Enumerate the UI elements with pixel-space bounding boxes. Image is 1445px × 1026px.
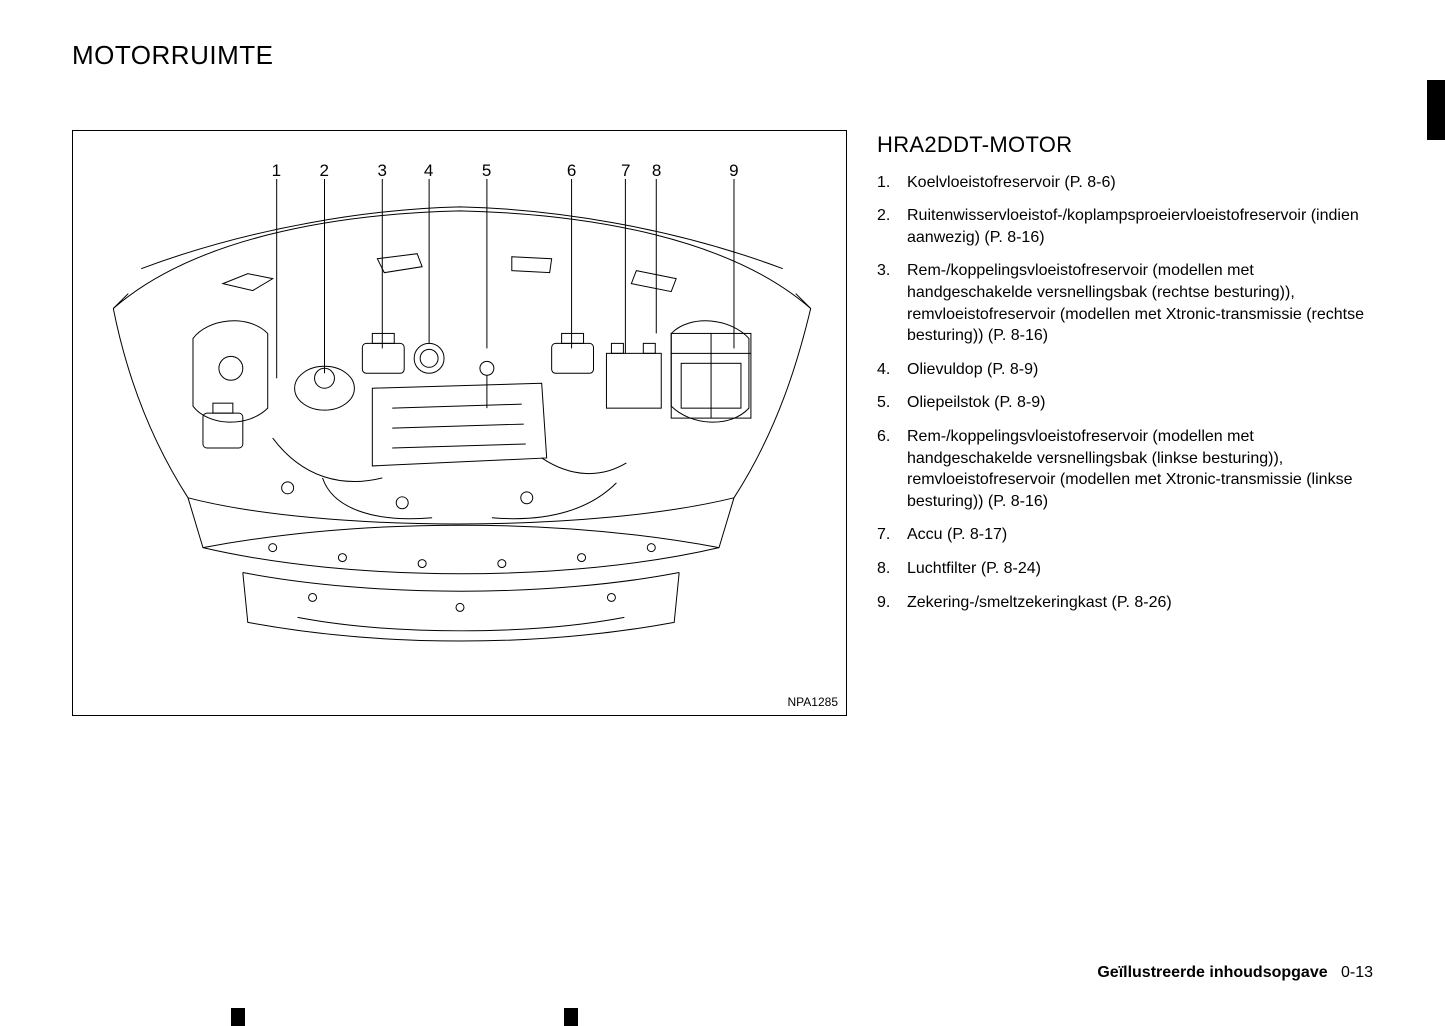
crop-mark xyxy=(564,1008,578,1026)
page-footer: Geïllustreerde inhoudsopgave 0-13 xyxy=(1097,964,1373,982)
legend-column: HRA2DDT-MOTOR Koelvloeistofreservoir (P.… xyxy=(877,130,1373,716)
legend-item: Luchtfilter (P. 8-24) xyxy=(877,558,1373,580)
thumb-index-tab xyxy=(1427,80,1445,140)
callout-number: 5 xyxy=(482,161,491,181)
callout-number: 9 xyxy=(729,161,738,181)
crop-marks xyxy=(0,1008,1445,1026)
callout-number: 4 xyxy=(424,161,433,181)
engine-diagram-box: 1 2 3 4 5 6 7 8 9 xyxy=(72,130,847,716)
engine-line-drawing xyxy=(73,179,846,715)
legend-item: Accu (P. 8-17) xyxy=(877,524,1373,546)
legend-item: Zekering-/smeltzekeringkast (P. 8-26) xyxy=(877,592,1373,614)
legend-item: Koelvloeistofreservoir (P. 8-6) xyxy=(877,172,1373,194)
page-title: MOTORRUIMTE xyxy=(72,40,273,71)
crop-mark xyxy=(231,1008,245,1026)
callout-number: 6 xyxy=(567,161,576,181)
content-row: 1 2 3 4 5 6 7 8 9 xyxy=(72,130,1373,716)
footer-page-number: 0-13 xyxy=(1341,964,1373,981)
callout-number: 7 xyxy=(621,161,630,181)
footer-section-name: Geïllustreerde inhoudsopgave xyxy=(1097,964,1327,981)
legend-item: Olievuldop (P. 8-9) xyxy=(877,359,1373,381)
legend-item: Ruitenwisservloeistof-/koplampsproeiervl… xyxy=(877,205,1373,248)
legend-item: Rem-/koppelingsvloeistofreservoir (model… xyxy=(877,426,1373,512)
engine-model-heading: HRA2DDT-MOTOR xyxy=(877,130,1373,160)
callout-number: 3 xyxy=(377,161,386,181)
legend-item: Oliepeilstok (P. 8-9) xyxy=(877,392,1373,414)
callout-number: 8 xyxy=(652,161,661,181)
diagram-reference-id: NPA1285 xyxy=(788,695,838,709)
legend-item: Rem-/koppelingsvloeistofreservoir (model… xyxy=(877,260,1373,346)
callout-number: 2 xyxy=(319,161,328,181)
callout-number: 1 xyxy=(272,161,281,181)
legend-list: Koelvloeistofreservoir (P. 8-6) Ruitenwis… xyxy=(877,172,1373,614)
